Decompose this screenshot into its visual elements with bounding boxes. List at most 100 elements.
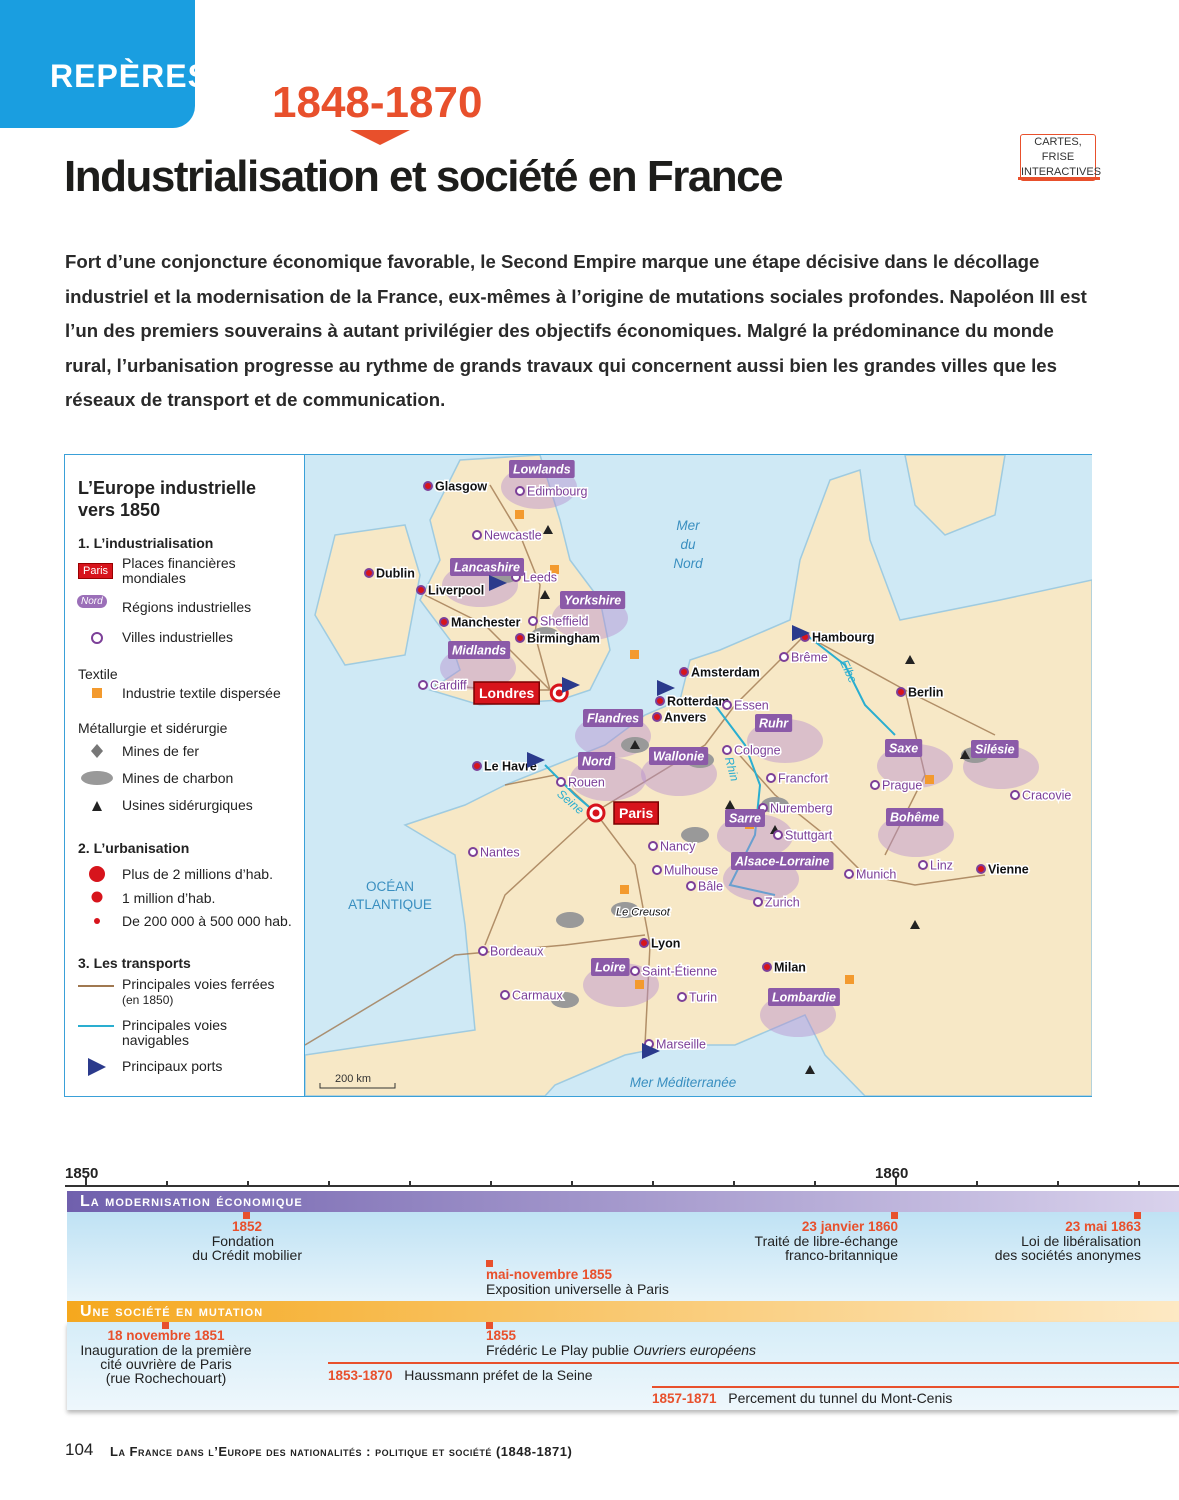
steel-works (960, 750, 970, 759)
steel-works (905, 655, 915, 664)
city-label: Nuremberg (770, 802, 833, 816)
port (489, 575, 507, 591)
region-label: Loire (595, 961, 626, 975)
legend-icon (92, 801, 102, 811)
city-label: Cologne (734, 744, 781, 758)
legend-heading: 1. L’industrialisation (78, 535, 214, 551)
region-label: Midlands (452, 644, 506, 658)
tick (490, 1181, 492, 1187)
band-title: La modernisation économique (67, 1191, 1179, 1212)
interactive-badge[interactable]: CARTES, FRISE INTERACTIVES (1020, 134, 1101, 181)
city-marker (976, 864, 986, 874)
legend-label: Principaux ports (122, 1058, 223, 1074)
event-text: franco-britannique (785, 1247, 898, 1263)
city-marker (556, 777, 566, 787)
period-text: Percement du tunnel du Mont-Cenis (728, 1390, 953, 1406)
city-marker (779, 652, 789, 662)
region-box (755, 714, 793, 732)
event-marker (891, 1212, 898, 1219)
band-area (67, 1212, 1179, 1301)
event: 1852 Fondation du Crédit mobilier (192, 1220, 302, 1263)
region-box (560, 591, 626, 609)
map: Glasgow Edimbourg Newcastle Dublin Liverpool… (305, 455, 1092, 1096)
event-text: Inauguration de la première (80, 1342, 252, 1358)
legend-icon (78, 985, 114, 987)
band-title: Une société en mutation (67, 1301, 1179, 1322)
region-label: Alsace-Lorraine (734, 855, 830, 869)
region-box (578, 752, 616, 770)
region-label: Wallonie (653, 750, 704, 764)
capital-dot (555, 689, 563, 697)
region-box (731, 852, 834, 870)
city-marker (870, 780, 880, 790)
port (657, 680, 675, 696)
coal-field (551, 992, 579, 1008)
legend-heading: 2. L’urbanisation (78, 840, 190, 856)
legend-label: Usines sidérurgiques (122, 797, 253, 813)
region-box (768, 988, 840, 1006)
city-marker (418, 680, 428, 690)
tick (1057, 1181, 1059, 1187)
period-date: 1857-1871 (652, 1391, 717, 1406)
legend-label: Mines de charbon (122, 770, 234, 786)
tab-label: REPÈRES (50, 58, 210, 94)
event-date: 23 mai 1863 (1065, 1219, 1141, 1234)
city-label: Essen (734, 699, 769, 713)
city-marker (416, 585, 426, 595)
tick (247, 1181, 249, 1187)
textile-site (635, 980, 644, 989)
city-marker (648, 841, 658, 851)
city-marker (679, 667, 689, 677)
city-label: Manchester (451, 616, 521, 630)
textile-site (620, 885, 629, 894)
badge-line: CARTES, FRISE (1034, 136, 1082, 163)
event-date: mai-novembre 1855 (486, 1267, 613, 1282)
event-text: Traité de libre-échange (754, 1233, 898, 1249)
textile-site (515, 510, 524, 519)
city-label: Le Havre (484, 760, 537, 774)
textile-site (925, 775, 934, 784)
event: 18 novembre 1851 Inauguration de la premi… (66, 1329, 266, 1386)
badge-underline (1018, 177, 1100, 180)
event-text: Fondation (211, 1233, 274, 1249)
legend-label: Mines de fer (122, 743, 200, 759)
city-marker (762, 962, 772, 972)
city-marker (722, 700, 732, 710)
region-label: Silésie (975, 743, 1015, 757)
city-label: Vienne (988, 863, 1029, 877)
city-label: Dublin (376, 567, 415, 581)
event-marker (486, 1260, 493, 1267)
tick (571, 1181, 573, 1187)
legend-label: 1 million d’hab. (122, 890, 216, 906)
event-text: des sociétés anonymes (994, 1247, 1141, 1263)
city-label: Rotterdam (667, 695, 730, 709)
city-marker (896, 687, 906, 697)
city-label: Munich (856, 868, 896, 882)
steel-works (630, 740, 640, 749)
event-text: Frédéric Le Play publie Ouvriers europée… (486, 1343, 756, 1357)
sea-label: du (680, 537, 696, 552)
event-text: du Crédit mobilier (192, 1247, 302, 1263)
year-label: 1850 (65, 1165, 99, 1182)
tick (409, 1181, 411, 1187)
city-label: Le Creusot (616, 907, 671, 919)
city-marker (686, 881, 696, 891)
legend-icon: Paris (78, 563, 114, 579)
region-box (725, 809, 765, 827)
city-label: Cardiff (430, 679, 467, 693)
legend-title: L’Europe industrielle vers 1850 (78, 478, 257, 520)
scale-label: 200 km (335, 1073, 371, 1085)
city-label: Edimbourg (527, 485, 587, 499)
page-number: 104 (65, 1440, 94, 1459)
city-label: Turin (689, 991, 717, 1005)
event: 23 janvier 1860 Traité de libre-échange fr… (754, 1220, 898, 1263)
legend-icon (91, 744, 103, 758)
city-label: Lyon (651, 937, 680, 951)
coal-field (556, 912, 584, 928)
city-label: Stuttgart (785, 829, 833, 843)
tick (166, 1181, 168, 1187)
city-marker (439, 617, 449, 627)
footer-text: La France dans l’Europe des nationalités… (110, 1444, 573, 1459)
city-marker (722, 745, 732, 755)
legend-heading: Textile (78, 666, 118, 682)
